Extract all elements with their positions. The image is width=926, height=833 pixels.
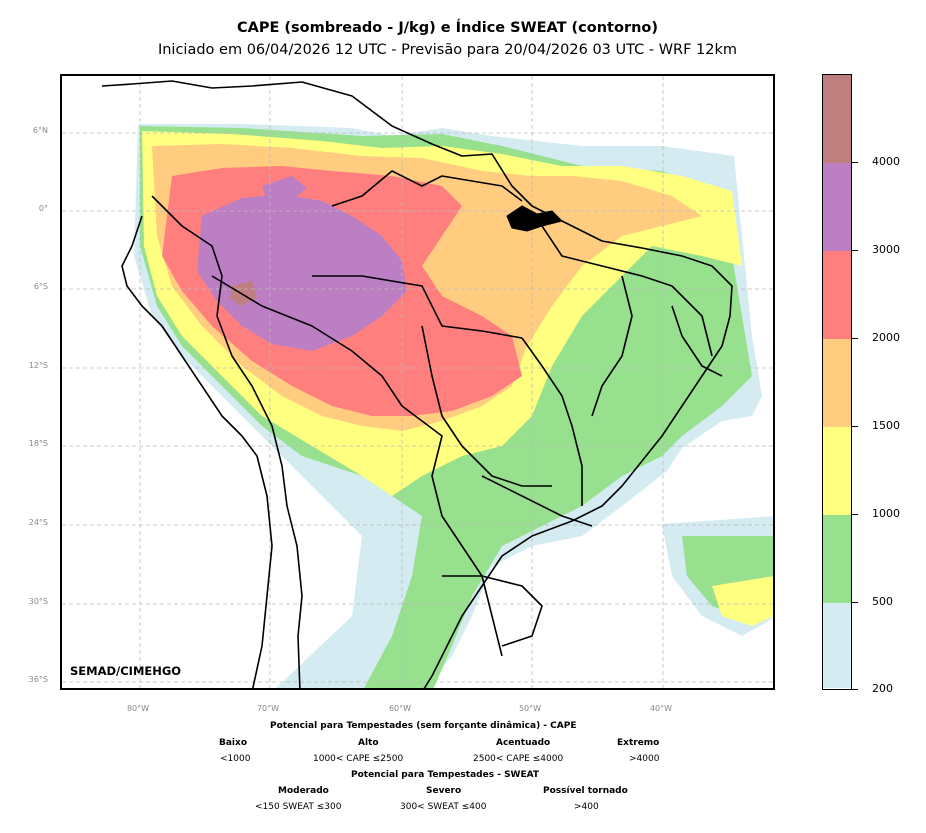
brazil-west-border bbox=[211, 275, 503, 657]
state-border-6 bbox=[442, 575, 543, 647]
political-borders bbox=[101, 80, 733, 688]
sweat-legend-heading: Potencial para Tempestades - SWEAT bbox=[351, 770, 540, 780]
cape-shading bbox=[134, 124, 773, 688]
cape-category-name: Extremo bbox=[617, 738, 660, 748]
cape-category-range: 2500< CAPE ≤4000 bbox=[473, 754, 564, 764]
lon-tick-label: 40°W bbox=[649, 704, 673, 713]
colorbar-label: 2000 bbox=[872, 331, 900, 344]
cape-category-range: >4000 bbox=[629, 754, 660, 764]
brazil-north-border bbox=[331, 170, 523, 207]
cape-category-range: 1000< CAPE ≤2500 bbox=[313, 754, 404, 764]
sweat-category-range: >400 bbox=[574, 802, 599, 812]
map-panel: SEMAD/CIMEHGO bbox=[60, 74, 775, 690]
state-border-3 bbox=[521, 337, 583, 506]
lat-tick-label: 24°S bbox=[28, 518, 48, 527]
sweat-category-range: <150 SWEAT ≤300 bbox=[255, 802, 342, 812]
state-border-5 bbox=[481, 475, 593, 527]
state-border-7 bbox=[591, 275, 633, 417]
colorbar-label: 1500 bbox=[872, 419, 900, 432]
lon-tick-label: 50°W bbox=[518, 704, 542, 713]
colorbar-segment-3000 bbox=[823, 163, 851, 251]
colorbar-label: 1000 bbox=[872, 507, 900, 520]
lat-tick-label: 30°S bbox=[28, 597, 48, 606]
sweat-category-name: Severo bbox=[426, 786, 462, 796]
lat-tick-label: 36°S bbox=[28, 675, 48, 684]
lon-tick-label: 60°W bbox=[388, 704, 412, 713]
colorbar-tick bbox=[852, 426, 858, 427]
lat-tick-label: 12°S bbox=[28, 361, 48, 370]
lat-tick-label: 6°S bbox=[33, 282, 48, 291]
colorbar-tick bbox=[852, 338, 858, 339]
sweat-category-range: 300< SWEAT ≤400 bbox=[400, 802, 487, 812]
colorbar-tick bbox=[852, 514, 858, 515]
sweat-category-name: Moderado bbox=[278, 786, 329, 796]
colorbar-segment-200 bbox=[823, 603, 851, 688]
colorbar-segment-500 bbox=[823, 515, 851, 603]
watermark: SEMAD/CIMEHGO bbox=[70, 664, 182, 678]
map-subtitle: Iniciado em 06/04/2026 12 UTC - Previsão… bbox=[157, 42, 738, 58]
colorbar bbox=[822, 74, 852, 690]
colorbar-label: 3000 bbox=[872, 243, 900, 256]
colorbar-segment-1500 bbox=[823, 339, 851, 427]
colorbar-label: 4000 bbox=[872, 155, 900, 168]
state-border-2 bbox=[421, 325, 552, 487]
lon-tick-label: 70°W bbox=[256, 704, 280, 713]
colorbar-segment-2000 bbox=[823, 251, 851, 339]
colorbar-segment-4000 bbox=[823, 75, 851, 163]
state-border-8 bbox=[671, 305, 723, 377]
lat-tick-label: 6°N bbox=[32, 126, 48, 135]
state-border-4 bbox=[541, 225, 713, 357]
amazon-delta bbox=[506, 205, 563, 232]
map-title: CAPE (sombreado - J/kg) e Índice SWEAT (… bbox=[236, 20, 659, 36]
lat-tick-label: 18°S bbox=[28, 439, 48, 448]
colorbar-segment-1000 bbox=[823, 427, 851, 515]
sweat-category-name: Possível tornado bbox=[543, 786, 628, 796]
lat-tick-label: 0° bbox=[38, 204, 48, 213]
cape-3000-area-east bbox=[262, 176, 307, 204]
colorbar-tick bbox=[852, 689, 858, 690]
coastline-west bbox=[121, 215, 273, 688]
cape-legend-heading: Potencial para Tempestades (sem forçante… bbox=[270, 721, 577, 731]
colorbar-tick bbox=[852, 602, 858, 603]
cape-category-name: Baixo bbox=[219, 738, 248, 748]
colorbar-label: 500 bbox=[872, 595, 893, 608]
cape-3000-area bbox=[197, 194, 407, 351]
coastline-north bbox=[101, 80, 733, 688]
cape-category-range: <1000 bbox=[220, 754, 251, 764]
colorbar-label: 200 bbox=[872, 682, 893, 695]
colorbar-tick bbox=[852, 162, 858, 163]
lon-tick-label: 80°W bbox=[126, 704, 150, 713]
andes-border bbox=[151, 195, 303, 688]
cape-category-name: Acentuado bbox=[496, 738, 551, 748]
state-border-1 bbox=[312, 275, 523, 339]
colorbar-tick bbox=[852, 250, 858, 251]
map-canvas bbox=[62, 76, 773, 688]
graticule bbox=[62, 76, 773, 688]
cape-category-name: Alto bbox=[358, 738, 379, 748]
cape-1000-area-south bbox=[712, 576, 773, 626]
